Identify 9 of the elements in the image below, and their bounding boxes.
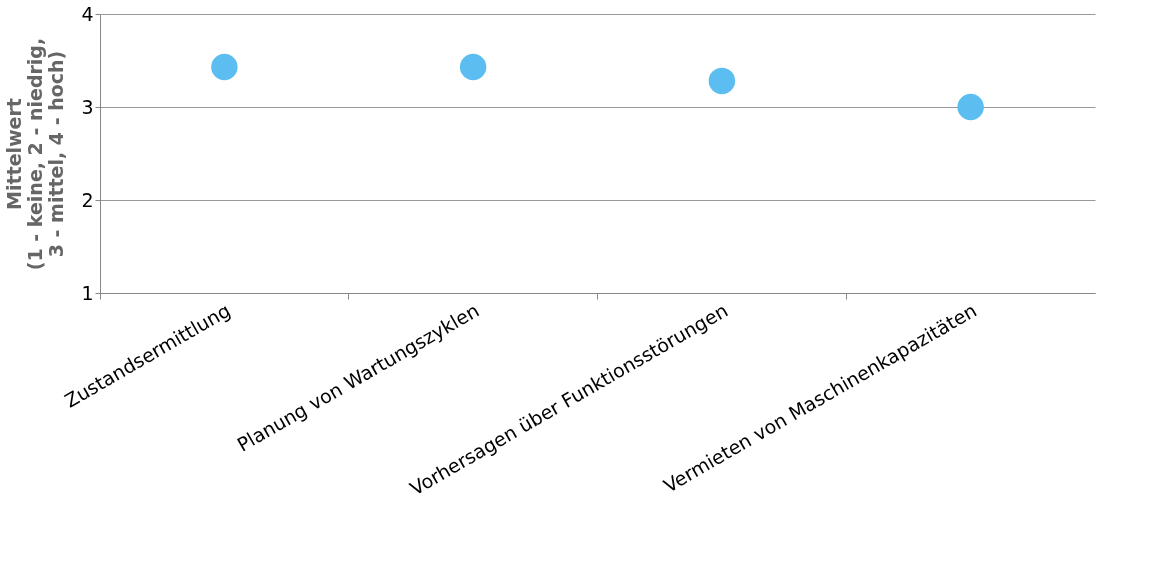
y-axis-title: Mittelwert (1 - keine, 2 - niedrig, 3 - mittel, 4 - hoch): [3, 37, 68, 271]
y-tick-label: 3: [81, 95, 94, 118]
point: [211, 53, 238, 81]
y-tick-label: 1: [81, 281, 94, 304]
point: [708, 67, 736, 95]
y-tick-label: 4: [81, 2, 94, 25]
y-tick-label: 2: [81, 188, 94, 211]
point: [459, 53, 487, 81]
point: [957, 93, 984, 121]
